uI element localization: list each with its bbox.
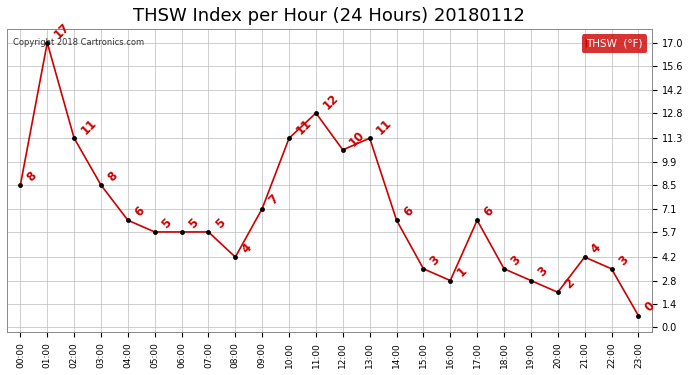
Legend: THSW  (°F): THSW (°F) [582, 34, 647, 53]
Text: 0: 0 [642, 300, 658, 315]
Text: 4: 4 [239, 241, 255, 256]
Text: 3: 3 [615, 253, 631, 268]
Title: THSW Index per Hour (24 Hours) 20180112: THSW Index per Hour (24 Hours) 20180112 [133, 7, 525, 25]
Text: 8: 8 [25, 169, 39, 184]
Text: Copyright 2018 Cartronics.com: Copyright 2018 Cartronics.com [13, 38, 144, 47]
Text: 3: 3 [535, 264, 550, 279]
Text: 17: 17 [52, 21, 72, 42]
Text: 3: 3 [509, 253, 523, 268]
Text: 2: 2 [562, 276, 577, 291]
Text: 11: 11 [78, 116, 99, 137]
Text: 3: 3 [428, 253, 442, 268]
Text: 11: 11 [293, 116, 314, 137]
Text: 4: 4 [589, 241, 604, 256]
Text: 1: 1 [455, 264, 469, 279]
Text: 6: 6 [401, 204, 416, 219]
Text: 5: 5 [213, 216, 228, 231]
Text: 6: 6 [482, 204, 496, 219]
Text: 5: 5 [186, 216, 201, 231]
Text: 7: 7 [266, 192, 282, 207]
Text: 8: 8 [105, 169, 120, 184]
Text: 11: 11 [374, 116, 395, 137]
Text: 6: 6 [132, 204, 147, 219]
Text: 12: 12 [320, 91, 341, 112]
Text: 5: 5 [159, 216, 174, 231]
Text: 10: 10 [347, 128, 368, 149]
